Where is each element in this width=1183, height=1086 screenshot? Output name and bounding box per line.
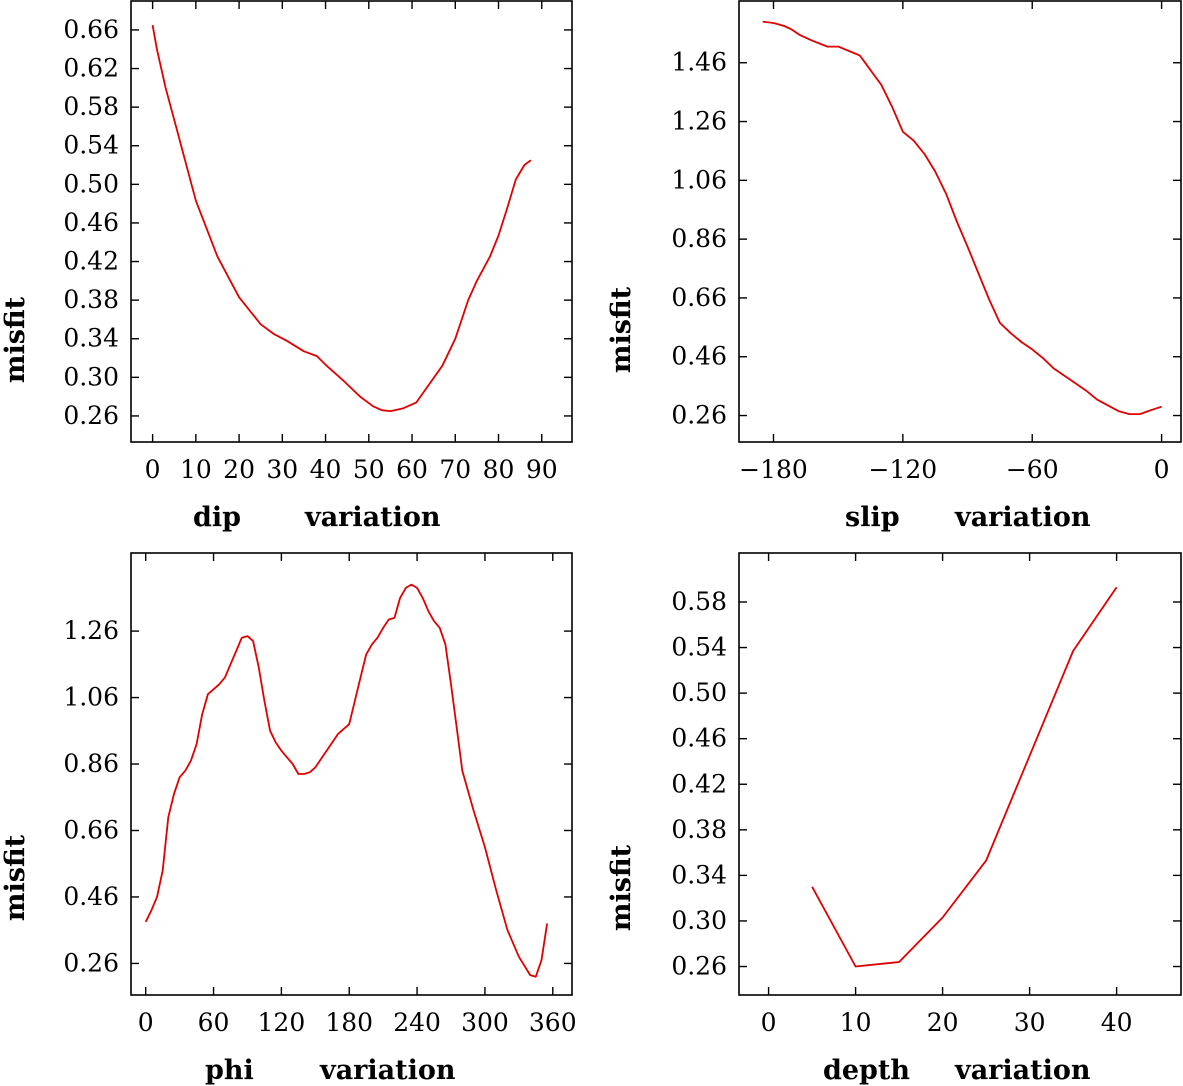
x-tick-labels: 0 10 20 30 40 50 60 70 80 90 <box>145 455 558 484</box>
y-tick-label: 0.26 <box>63 948 119 977</box>
y-tick-label: 0.30 <box>671 906 727 935</box>
slip-variation-panel: −180 −120 −60 0 0.26 0.46 0.66 0.86 1.06 1.26 1.4… <box>606 0 1182 533</box>
x-tick-label: 70 <box>439 455 471 484</box>
depth-variation-panel: 0 10 20 30 40 0.260.300.340.380.420.460.500.… <box>606 552 1182 1086</box>
x-tick-labels: −180 −120 −60 0 <box>739 455 1169 484</box>
x-tick-labels: 0 60 120 180 240 300 360 <box>138 1008 577 1037</box>
y-tick-label: 1.26 <box>671 107 727 136</box>
x-axis-label-parameter: dip <box>193 502 241 533</box>
y-tick-labels: 0.26 0.30 0.34 0.38 0.42 0.46 0.50 0.54 0.58 0.62… <box>63 15 119 430</box>
tick-marks <box>131 553 572 995</box>
misfit-curve <box>151 24 532 412</box>
x-axis-label-parameter: phi <box>205 1055 254 1086</box>
dip-variation-panel: 0 10 20 30 40 50 60 70 80 90 0.26 0.30 0.34 0.38 0.42… <box>0 0 573 533</box>
y-tick-labels: 0.26 0.30 0.34 0.38 0.42 0.46 0.50 0.54 0.58 <box>671 587 727 981</box>
y-tick-label: 0.42 <box>671 769 727 798</box>
plot-frame <box>130 0 573 443</box>
phi-variation-panel: 0 60 120 180 240 300 360 0.26 0.46 0.66 0.86 1.06 1… <box>0 552 577 1086</box>
y-tick-label: 0.86 <box>63 749 119 778</box>
x-tick-labels: 0 10 20 30 40 <box>761 1008 1133 1037</box>
misfit-curve <box>811 586 1118 968</box>
plot-frame <box>130 552 573 996</box>
x-axis-label-parameter: slip <box>845 502 900 533</box>
y-tick-label: 0.42 <box>63 247 119 276</box>
x-tick-label: 40 <box>1101 1008 1133 1037</box>
y-tick-label: 1.46 <box>671 48 727 77</box>
y-tick-label: 0.54 <box>63 131 119 160</box>
tick-marks <box>739 553 1181 995</box>
y-tick-label: 0.38 <box>671 815 727 844</box>
y-tick-label: 0.66 <box>63 815 119 844</box>
x-tick-label: 300 <box>461 1008 509 1037</box>
misfit-curve <box>762 20 1162 415</box>
x-tick-label: 120 <box>258 1008 306 1037</box>
x-tick-label: 360 <box>529 1008 577 1037</box>
y-tick-label: 0.50 <box>63 169 119 198</box>
y-axis-label: misfit <box>0 296 31 383</box>
misfit-curve <box>144 583 548 978</box>
y-tick-label: 1.06 <box>671 165 727 194</box>
y-tick-label: 0.66 <box>671 283 727 312</box>
x-tick-label: 30 <box>1014 1008 1046 1037</box>
y-tick-label: 0.58 <box>671 587 727 616</box>
x-axis-label-parameter: depth <box>823 1055 910 1086</box>
x-tick-label: −180 <box>739 455 808 484</box>
y-tick-label: 0.26 <box>671 952 727 981</box>
y-tick-label: 0.30 <box>63 362 119 391</box>
y-tick-label: 0.58 <box>63 92 119 121</box>
y-tick-label: 1.26 <box>63 616 119 645</box>
tick-marks <box>739 1 1181 442</box>
x-axis-label-variation: variation <box>954 1055 1091 1086</box>
x-tick-label: 50 <box>353 455 385 484</box>
y-tick-label: 0.34 <box>63 324 119 353</box>
x-tick-label: 80 <box>483 455 515 484</box>
y-tick-label: 0.46 <box>671 724 727 753</box>
y-tick-labels: 0.26 0.46 0.66 0.86 1.06 1.26 <box>63 616 119 977</box>
y-tick-label: 0.34 <box>671 860 727 889</box>
y-tick-label: 0.26 <box>63 401 119 430</box>
x-tick-label: 180 <box>325 1008 373 1037</box>
y-tick-label: 0.46 <box>63 208 119 237</box>
x-tick-label: 60 <box>198 1008 230 1037</box>
x-tick-label: 20 <box>223 455 255 484</box>
y-tick-label: 0.54 <box>671 633 727 662</box>
y-tick-label: 0.86 <box>671 224 727 253</box>
y-axis-label: misfit <box>606 286 637 373</box>
x-tick-label: 30 <box>266 455 298 484</box>
plot-frame <box>738 0 1182 443</box>
x-tick-label: 240 <box>393 1008 441 1037</box>
y-tick-label: 0.26 <box>671 401 727 430</box>
x-tick-label: 40 <box>310 455 342 484</box>
y-axis-label: misfit <box>606 844 637 931</box>
y-tick-label: 1.06 <box>63 683 119 712</box>
y-tick-label: 0.46 <box>63 882 119 911</box>
plot-frame <box>738 552 1182 996</box>
y-tick-labels: 0.26 0.46 0.66 0.86 1.06 1.26 1.46 <box>671 48 727 430</box>
x-tick-label: 90 <box>526 455 558 484</box>
x-tick-label: 20 <box>927 1008 959 1037</box>
tick-marks <box>131 1 572 442</box>
y-tick-label: 0.62 <box>63 54 119 83</box>
y-tick-label: 0.38 <box>63 285 119 314</box>
x-axis-label-variation: variation <box>954 502 1091 533</box>
x-tick-label: 10 <box>180 455 212 484</box>
x-tick-label: 60 <box>396 455 428 484</box>
x-tick-label: 10 <box>840 1008 872 1037</box>
x-tick-label: −120 <box>869 455 938 484</box>
y-tick-label: 0.46 <box>671 342 727 371</box>
y-tick-label: 0.50 <box>671 678 727 707</box>
y-tick-label: 0.66 <box>63 15 119 44</box>
x-tick-label: 0 <box>1154 455 1170 484</box>
x-tick-label: 0 <box>145 455 161 484</box>
x-tick-label: 0 <box>761 1008 777 1037</box>
x-tick-label: −60 <box>1006 455 1059 484</box>
x-axis-label-variation: variation <box>304 502 441 533</box>
x-tick-label: 0 <box>138 1008 154 1037</box>
y-axis-label: misfit <box>0 834 31 921</box>
x-axis-label-variation: variation <box>319 1055 456 1086</box>
